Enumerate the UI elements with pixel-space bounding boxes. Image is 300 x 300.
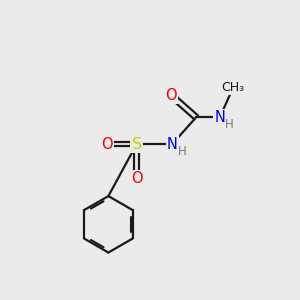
Text: S: S: [132, 136, 142, 152]
Text: O: O: [101, 136, 113, 152]
Text: H: H: [225, 118, 234, 131]
Text: O: O: [165, 88, 177, 103]
Text: CH₃: CH₃: [222, 81, 245, 94]
Text: N: N: [214, 110, 225, 125]
Text: N: N: [167, 136, 178, 152]
Text: O: O: [131, 171, 142, 186]
Text: H: H: [177, 145, 186, 158]
